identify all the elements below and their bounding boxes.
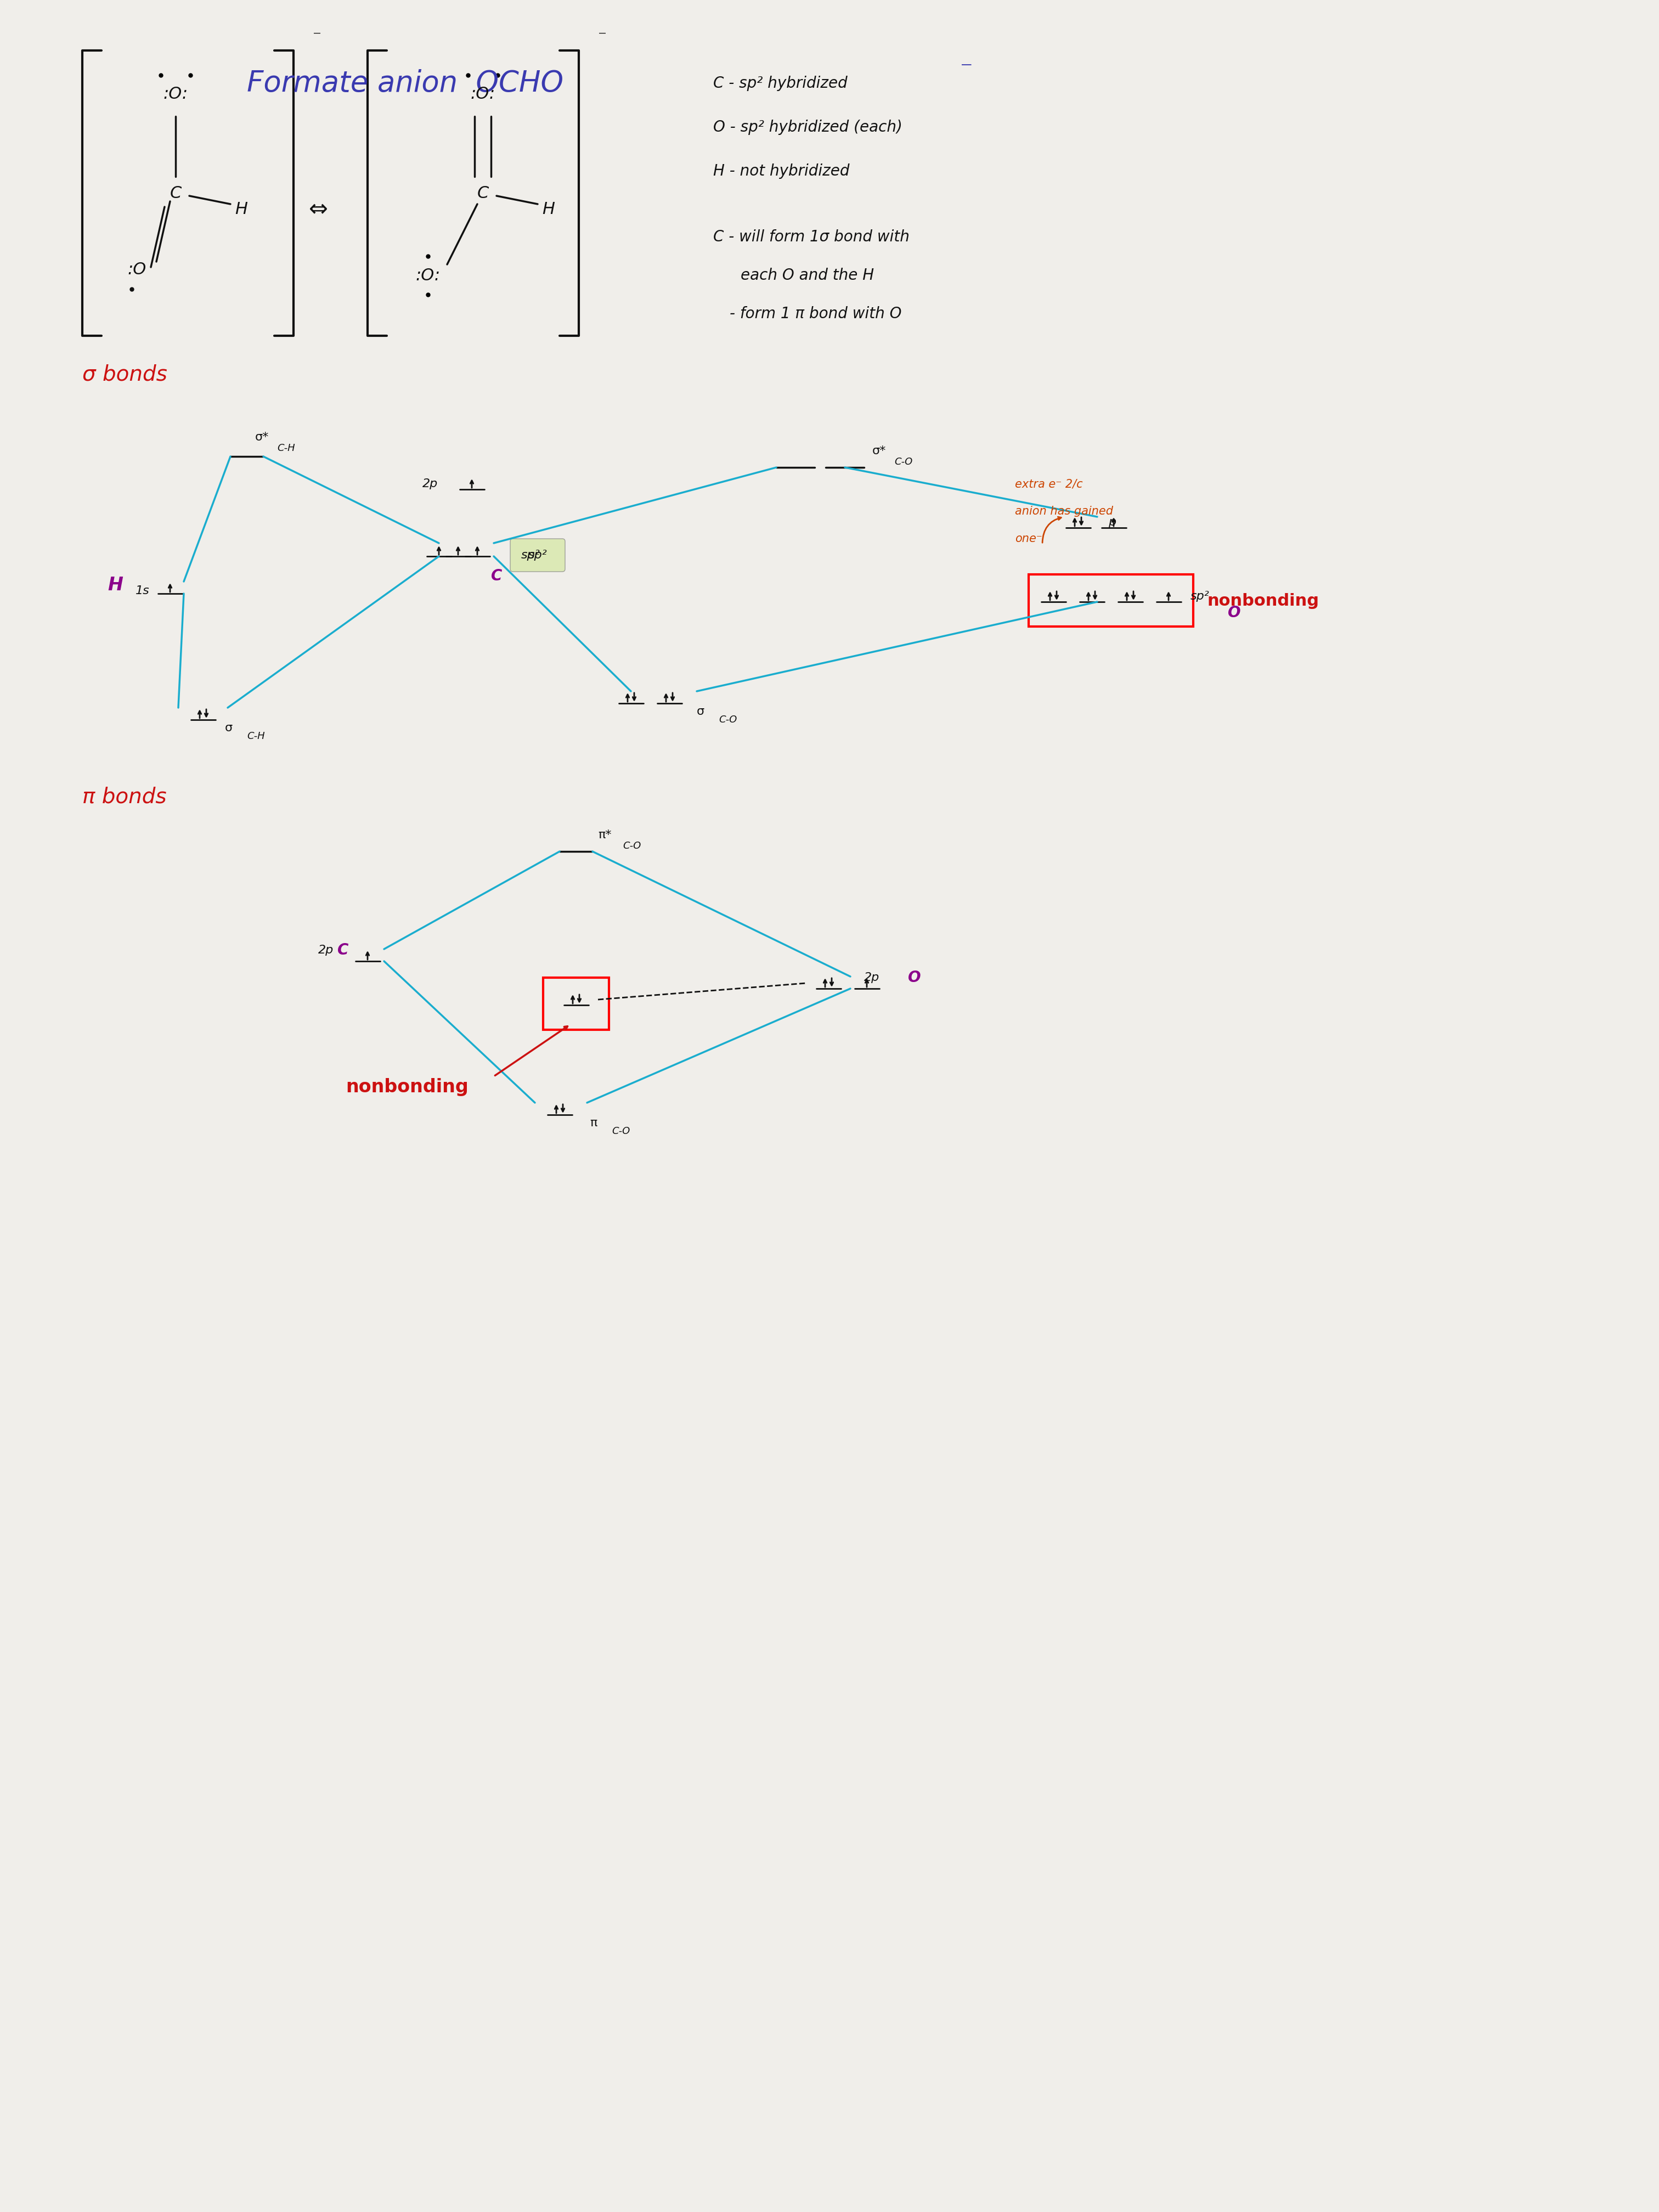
Text: - form 1 π bond with O: - form 1 π bond with O	[730, 305, 901, 321]
Text: ⁻: ⁻	[312, 29, 322, 44]
FancyBboxPatch shape	[511, 540, 566, 571]
Text: C: C	[476, 186, 489, 201]
Text: nonbonding: nonbonding	[1208, 593, 1319, 608]
Text: ⇔: ⇔	[309, 199, 328, 221]
Text: nonbonding: nonbonding	[345, 1077, 468, 1097]
Text: σ: σ	[697, 706, 705, 717]
Text: H - not hybridized: H - not hybridized	[713, 164, 849, 179]
Text: 2p: 2p	[319, 945, 333, 956]
Text: π bonds: π bonds	[83, 785, 166, 807]
Text: C-O: C-O	[894, 458, 912, 467]
Text: C-O: C-O	[612, 1126, 630, 1137]
Text: C - sp² hybridized: C - sp² hybridized	[713, 75, 848, 91]
Text: Formate anion  OCHO: Formate anion OCHO	[247, 69, 564, 97]
Text: C: C	[169, 186, 181, 201]
Text: extra e⁻ 2/c: extra e⁻ 2/c	[1015, 478, 1083, 489]
Text: H: H	[542, 201, 554, 217]
Text: 2p: 2p	[864, 971, 879, 982]
Text: σ: σ	[226, 723, 232, 734]
Text: 1s: 1s	[136, 586, 149, 597]
Text: C-H: C-H	[277, 442, 295, 453]
Text: p: p	[1108, 518, 1117, 529]
Text: C - will form 1σ bond with: C - will form 1σ bond with	[713, 230, 909, 246]
Text: :O:: :O:	[471, 86, 494, 102]
Text: anion has gained: anion has gained	[1015, 507, 1113, 518]
Text: ⁻: ⁻	[597, 29, 607, 44]
Text: :O: :O	[128, 261, 146, 279]
Text: ⁻: ⁻	[961, 58, 972, 82]
Text: C: C	[337, 942, 348, 958]
Text: H: H	[236, 201, 247, 217]
Text: :O:: :O:	[415, 268, 440, 283]
Text: one⁻: one⁻	[1015, 533, 1042, 544]
Text: C-H: C-H	[247, 732, 265, 741]
Text: H: H	[108, 577, 123, 595]
Text: O: O	[907, 969, 921, 984]
Text: each O and the H: each O and the H	[740, 268, 874, 283]
Text: C: C	[491, 568, 503, 584]
Text: :O:: :O:	[163, 86, 187, 102]
Text: π: π	[589, 1117, 597, 1128]
Text: sp²: sp²	[1191, 591, 1209, 602]
Text: π*: π*	[597, 830, 612, 841]
Text: C-O: C-O	[622, 841, 640, 852]
Text: σ*: σ*	[255, 431, 269, 442]
Text: σ*: σ*	[873, 445, 886, 456]
Text: O: O	[1228, 606, 1241, 622]
Text: 2p: 2p	[423, 478, 438, 489]
Text: sp²: sp²	[521, 551, 541, 560]
Text: C-O: C-O	[718, 714, 737, 726]
Text: sp²: sp²	[528, 551, 547, 560]
Text: σ bonds: σ bonds	[83, 363, 168, 385]
Text: O - sp² hybridized (each): O - sp² hybridized (each)	[713, 119, 902, 135]
